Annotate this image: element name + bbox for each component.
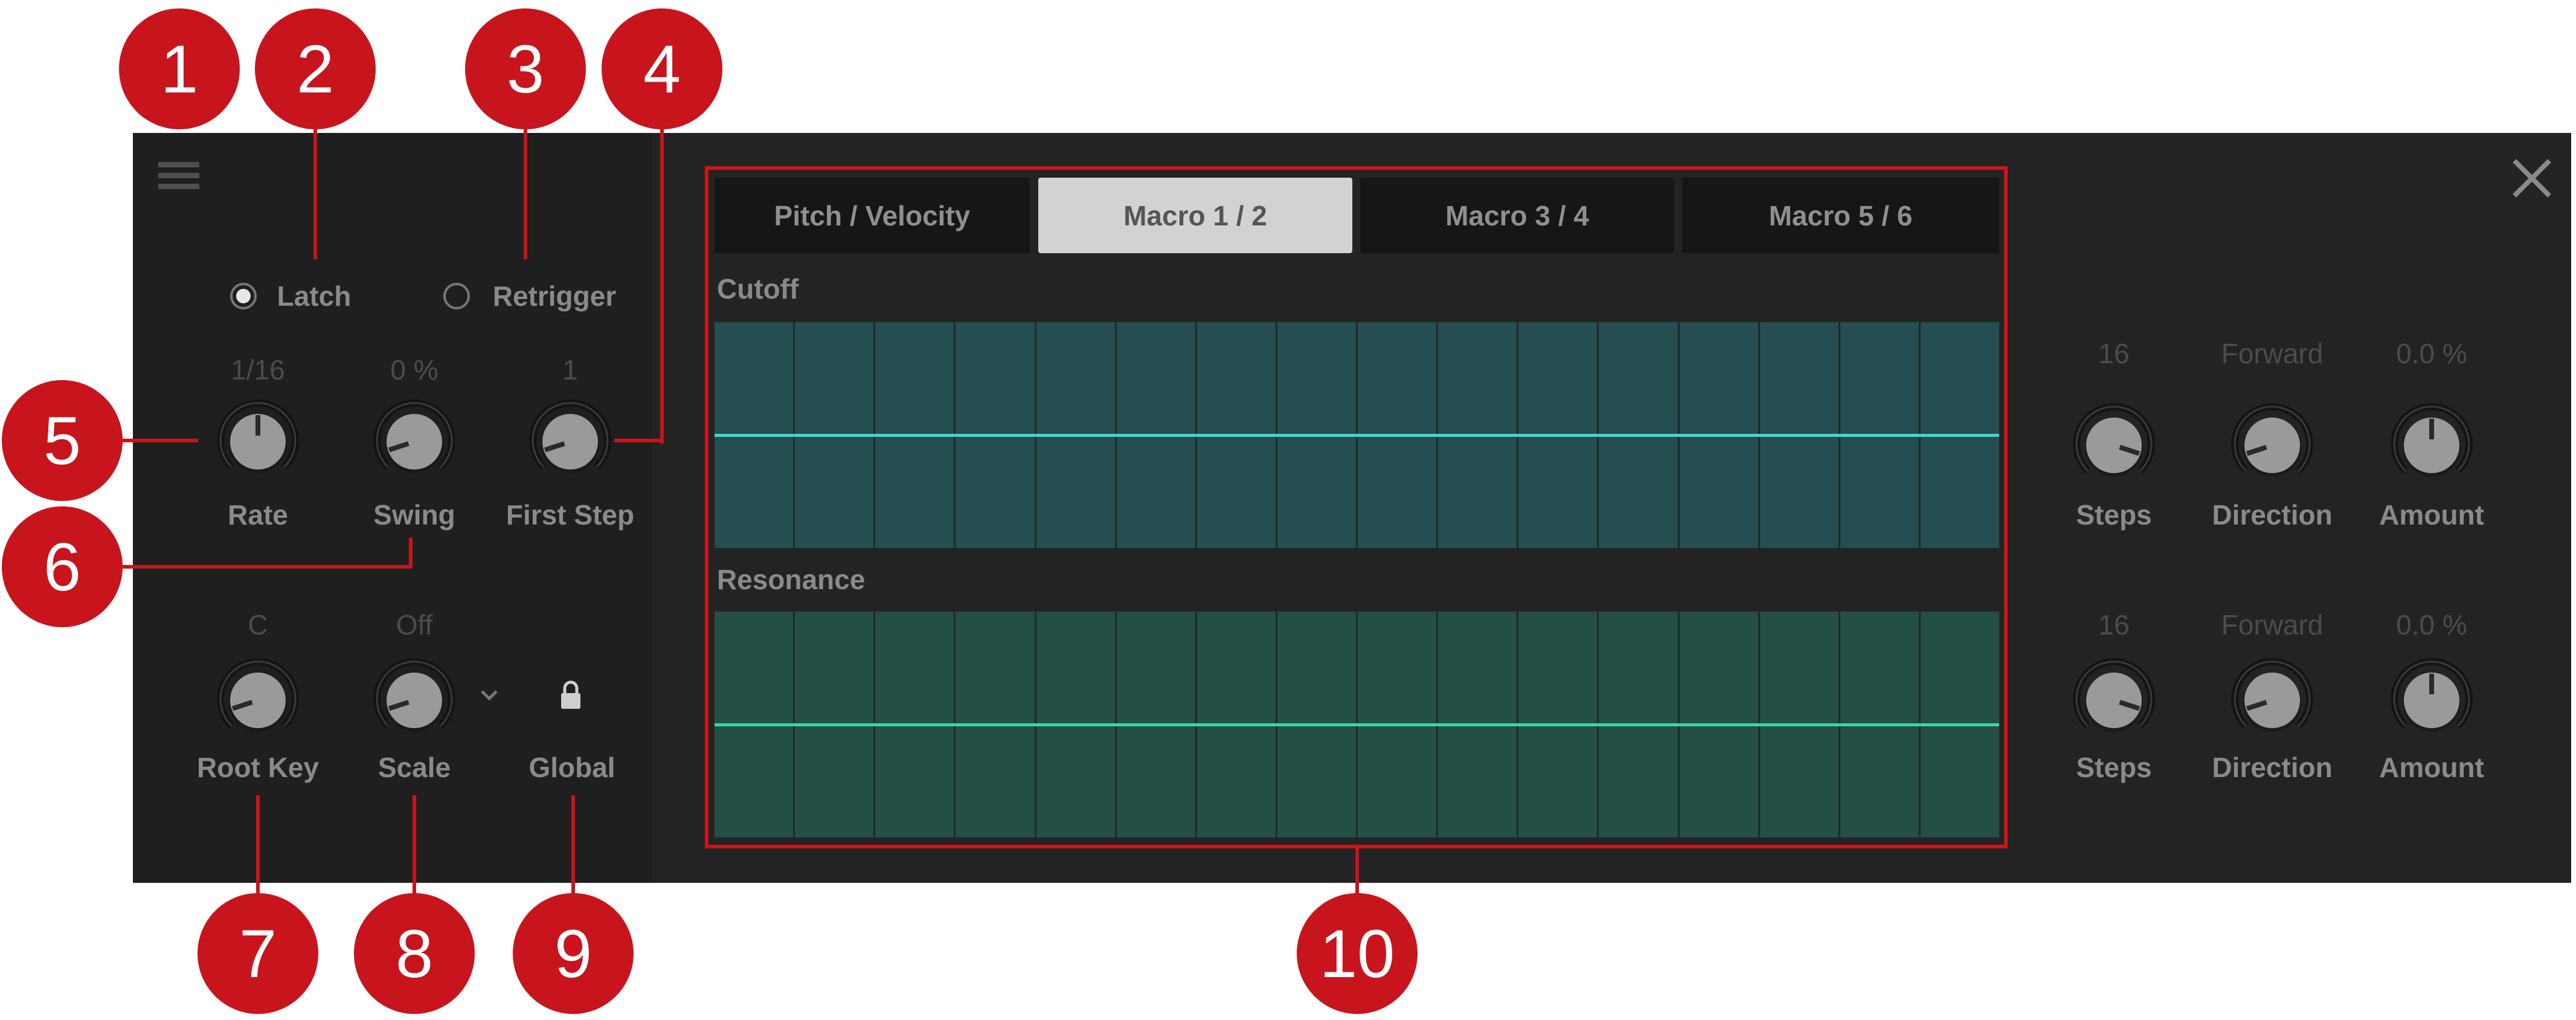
callout-leader-line xyxy=(256,795,260,954)
knob-value: 16 xyxy=(2098,609,2130,641)
lock-icon[interactable] xyxy=(559,680,583,710)
callout-6: 6 xyxy=(2,506,123,627)
tab-macro-1-2[interactable]: Macro 1 / 2 xyxy=(1038,178,1352,253)
tab-macro-3-4[interactable]: Macro 3 / 4 xyxy=(1360,178,1674,253)
callout-leader-line xyxy=(409,538,413,568)
callout-leader-line xyxy=(660,69,664,444)
knob-value: 1/16 xyxy=(231,354,285,386)
knob-label: Scale xyxy=(377,752,451,783)
callout-9: 9 xyxy=(513,893,634,1014)
callout-leader-line xyxy=(62,565,413,569)
callout-leader-line xyxy=(614,439,664,442)
cutoff-step-lane[interactable] xyxy=(715,322,1999,548)
hamburger-menu-icon[interactable] xyxy=(158,162,199,192)
knob-label: Rate xyxy=(228,499,288,531)
knob-value: 0.0 % xyxy=(2396,338,2467,369)
close-x-icon[interactable] xyxy=(2511,157,2553,199)
knob-value: C xyxy=(248,609,268,641)
knob-value: 0.0 % xyxy=(2396,609,2467,641)
knob-label: Steps xyxy=(2076,752,2152,783)
knob-label: First Step xyxy=(506,499,635,531)
amount-knob[interactable] xyxy=(2389,402,2474,486)
amount-knob[interactable] xyxy=(2389,657,2474,741)
steps-knob[interactable] xyxy=(2072,657,2156,741)
radio-button[interactable] xyxy=(443,283,470,309)
knob-value: Forward xyxy=(2221,609,2324,641)
chevron-down-icon[interactable] xyxy=(478,688,500,702)
knob-value: 1 xyxy=(562,354,578,386)
latch-label: Latch xyxy=(277,280,352,312)
knob-label: Steps xyxy=(2076,499,2152,531)
knob-value: Forward xyxy=(2221,338,2324,369)
knob-value: Off xyxy=(396,609,433,641)
steps-knob[interactable] xyxy=(2072,402,2156,486)
root-key-knob[interactable] xyxy=(216,657,300,741)
tab-pitch-velocity[interactable]: Pitch / Velocity xyxy=(715,178,1030,253)
step-value-line xyxy=(715,723,1999,726)
callout-leader-line xyxy=(524,69,527,259)
callout-leader-line xyxy=(62,439,198,442)
knob-label: Root Key xyxy=(197,752,319,783)
tab-macro-5-6[interactable]: Macro 5 / 6 xyxy=(1682,178,1999,253)
rate-knob[interactable] xyxy=(216,398,300,483)
retrigger-label: Retrigger xyxy=(492,280,617,312)
callout-7: 7 xyxy=(198,893,318,1014)
first-step-knob[interactable] xyxy=(528,398,612,483)
resonance-step-lane[interactable] xyxy=(715,612,1999,838)
knob-label: Amount xyxy=(2379,499,2484,531)
step-sequencer-highlight xyxy=(705,166,2008,848)
lane-label: Cutoff xyxy=(717,273,799,305)
knob-value: 16 xyxy=(2098,338,2130,369)
lane-label: Resonance xyxy=(717,564,866,595)
direction-knob[interactable] xyxy=(2230,402,2314,486)
callout-leader-line xyxy=(313,69,317,259)
callout-2: 2 xyxy=(255,8,376,129)
callout-3: 3 xyxy=(465,8,586,129)
scale-knob[interactable] xyxy=(372,657,457,741)
callout-leader-line xyxy=(413,795,416,954)
knob-label: Amount xyxy=(2379,752,2484,783)
callout-8: 8 xyxy=(354,893,475,1014)
knob-label: Direction xyxy=(2212,499,2333,531)
step-value-line xyxy=(715,434,1999,437)
callout-4: 4 xyxy=(602,8,722,129)
callout-1: 1 xyxy=(119,8,240,129)
knob-label: Swing xyxy=(373,499,455,531)
swing-knob[interactable] xyxy=(372,398,457,483)
radio-button[interactable] xyxy=(230,283,257,309)
left-settings-panel xyxy=(133,133,652,883)
callout-leader-line xyxy=(571,795,575,954)
global-label: Global xyxy=(528,752,615,783)
knob-value: 0 % xyxy=(390,354,438,386)
knob-label: Direction xyxy=(2212,752,2333,783)
callout-10: 10 xyxy=(1297,893,1418,1014)
direction-knob[interactable] xyxy=(2230,657,2314,741)
callout-5: 5 xyxy=(2,380,123,501)
